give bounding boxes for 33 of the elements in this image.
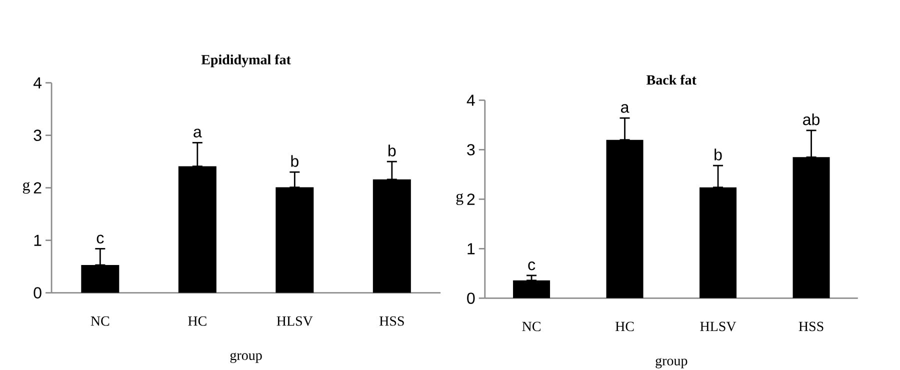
y-tick-label: 3 [34, 130, 42, 141]
y-tick-label: 4 [466, 94, 475, 106]
y-tick-label: 4 [33, 77, 42, 88]
annotation: ab [803, 113, 820, 126]
y-tick-label: 2 [34, 182, 42, 194]
x-tick-label: HLSV [700, 322, 736, 332]
annotation: c [96, 234, 104, 244]
y-tick-label: 2 [467, 194, 475, 205]
chart-title: Back fat [646, 74, 696, 85]
y-tick-label: 0 [34, 287, 42, 298]
x-tick-label: HC [615, 322, 634, 332]
annotation: b [291, 155, 298, 167]
y-tick-label: 1 [468, 243, 475, 254]
x-tick-label: NC [522, 322, 540, 332]
chart-title: Epididymal fat [201, 54, 291, 68]
annotation: a [194, 128, 202, 138]
bar [513, 280, 550, 298]
x-tick-label: HSS [379, 316, 404, 326]
y-tick-label: 1 [34, 234, 42, 246]
x-axis-title: group [656, 358, 688, 368]
y-tick-label: 0 [467, 292, 475, 304]
annotation: c [528, 261, 536, 270]
y-tick-label: 3 [467, 144, 475, 156]
x-tick-label: HC [188, 316, 206, 326]
x-tick-label: HSS [798, 322, 824, 332]
y-axis-title: g [456, 193, 464, 206]
y-axis-title: g [22, 182, 30, 194]
annotation: b [388, 144, 396, 156]
x-tick-label: NC [90, 316, 110, 326]
annotation: a [621, 104, 630, 113]
x-axis-title: group [230, 352, 262, 363]
x-tick-label: HLSV [276, 316, 313, 326]
annotation: b [714, 148, 722, 160]
